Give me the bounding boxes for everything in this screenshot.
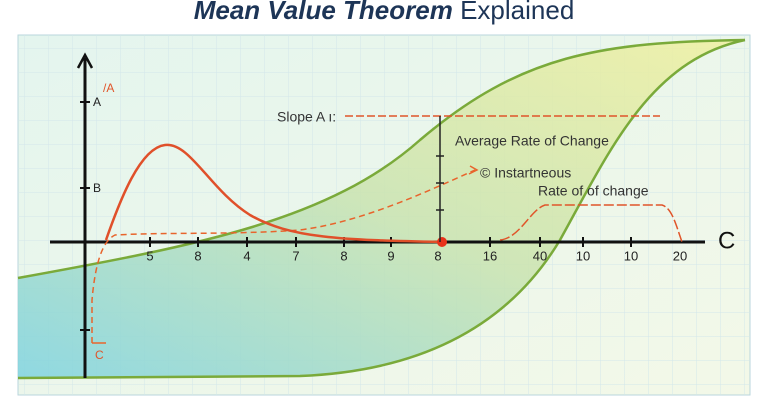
y-top-label: /A — [103, 81, 114, 95]
instantaneous-annotation: © Instartneous — [480, 165, 571, 181]
y-label: C — [95, 348, 104, 362]
y-label: B — [93, 181, 101, 195]
x-axis-label: C — [718, 227, 735, 254]
x-tick-label: 10 — [576, 248, 590, 263]
x-tick-label: 10 — [624, 248, 638, 263]
vertical-ticks — [436, 155, 444, 211]
x-tick-label: 4 — [243, 248, 250, 263]
point — [437, 237, 447, 247]
average-annotation: Average Rate of Change — [455, 133, 609, 149]
upper-curve — [17, 38, 746, 280]
x-tick-label: 8 — [340, 248, 347, 263]
title-bold: Mean Value Theorem — [194, 0, 453, 25]
x-tick-label: 5 — [146, 248, 153, 263]
red-curve — [104, 143, 443, 244]
y-label: A — [93, 95, 101, 109]
title-regular: Explained — [460, 0, 574, 25]
dashed-curve — [91, 169, 476, 343]
x-tick-label: 40 — [533, 248, 547, 263]
rate-line — [499, 204, 683, 243]
x-tick-label: 8 — [434, 248, 441, 263]
x-tick-label: 8 — [194, 248, 201, 263]
x-tick-labels: 5 8 4 7 8 9 8 16 40 10 10 20 — [146, 248, 687, 263]
x-tick-label: 16 — [483, 248, 497, 263]
x-tick-label: 20 — [673, 248, 687, 263]
slope-annotation: Slope A ı: — [277, 109, 336, 125]
y-arrow — [76, 52, 94, 69]
x-tick-label: 7 — [292, 248, 299, 263]
arrowhead — [468, 165, 479, 175]
lower-curve — [17, 38, 746, 380]
title: Mean Value Theorem Explained — [194, 0, 575, 25]
x-tick-label: 9 — [387, 248, 394, 263]
rate-annotation: Rate of of change — [538, 183, 649, 199]
